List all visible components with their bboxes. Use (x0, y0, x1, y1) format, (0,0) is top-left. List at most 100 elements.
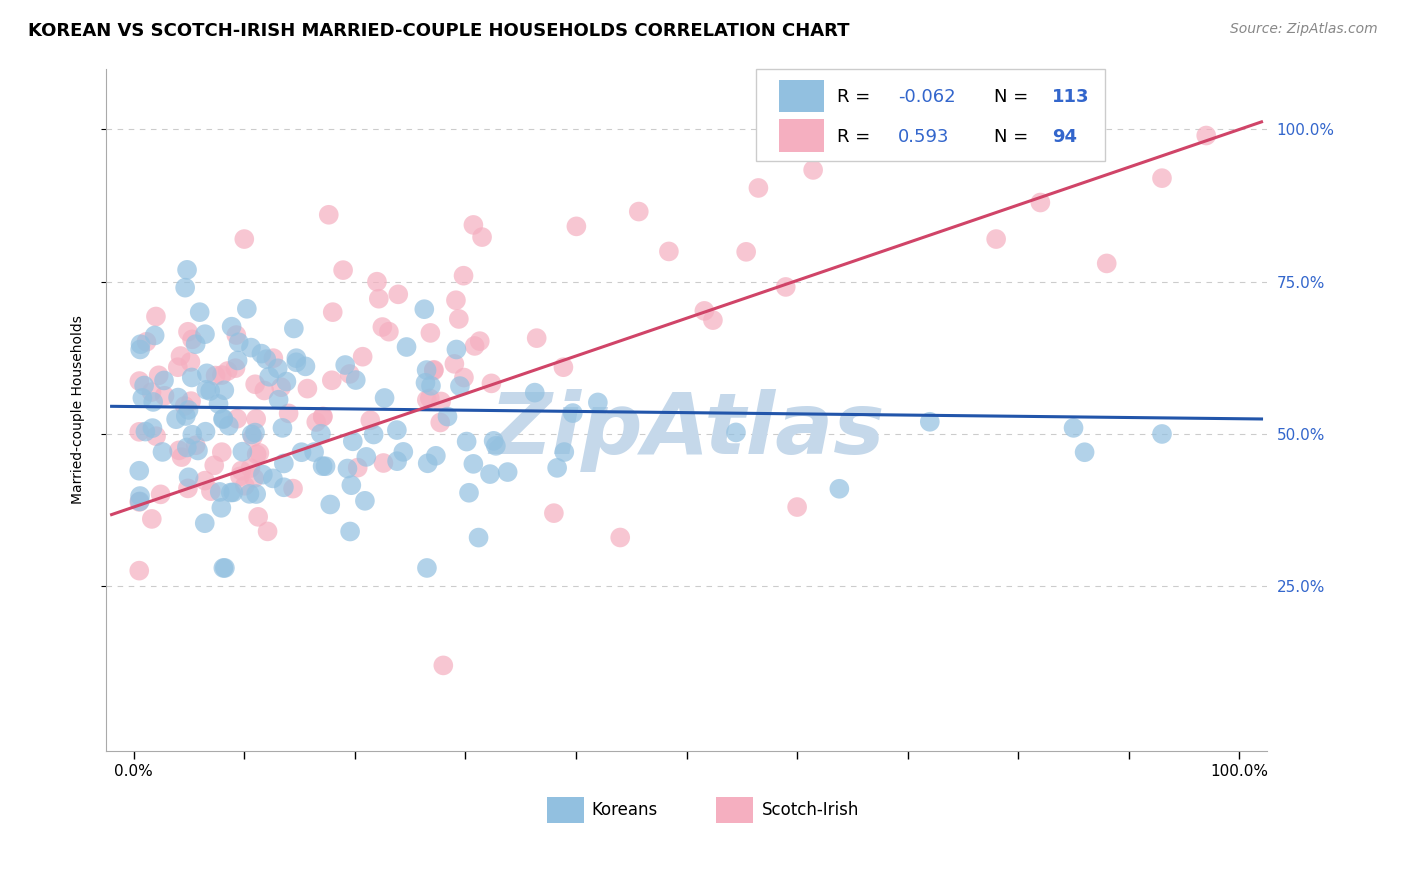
Point (200, 384, 222, 398)
Point (801, 163, 824, 178)
Point (195, 367, 218, 381)
Point (231, 464, 253, 478)
Text: -0.062: -0.062 (898, 88, 956, 106)
Point (246, 447, 269, 461)
Point (128, 564, 150, 578)
Point (257, 369, 280, 384)
Point (444, 293, 467, 308)
Point (239, 461, 262, 475)
Point (702, 313, 724, 327)
Point (586, 395, 609, 409)
Point (1029, 195, 1052, 210)
Point (218, 418, 240, 433)
Point (165, 412, 187, 426)
Point (318, 208, 340, 222)
Point (267, 392, 290, 407)
Point (128, 494, 150, 508)
Point (374, 391, 396, 405)
FancyBboxPatch shape (716, 797, 752, 823)
Point (415, 363, 437, 377)
Point (430, 394, 453, 409)
Point (176, 263, 198, 277)
Text: N =: N = (994, 128, 1035, 145)
Point (446, 343, 468, 357)
Point (735, 244, 758, 259)
Point (354, 493, 377, 508)
Point (344, 373, 367, 387)
Point (285, 351, 308, 366)
Point (395, 340, 418, 354)
Point (419, 326, 441, 340)
Point (226, 353, 249, 368)
Point (141, 421, 163, 435)
Point (1150, 171, 1173, 186)
Point (236, 301, 259, 316)
Point (332, 263, 354, 277)
Point (356, 450, 378, 464)
Point (207, 397, 229, 411)
Point (222, 485, 245, 500)
Point (128, 495, 150, 509)
Point (148, 368, 170, 383)
Point (311, 459, 333, 474)
Point (217, 364, 239, 378)
Point (167, 443, 190, 458)
Point (270, 380, 292, 394)
Point (553, 445, 575, 459)
Point (129, 343, 152, 357)
Point (131, 391, 153, 405)
Point (352, 350, 374, 364)
Point (221, 319, 243, 334)
Point (443, 357, 465, 371)
Point (458, 485, 481, 500)
Point (188, 305, 211, 319)
Point (1195, 128, 1218, 143)
Point (416, 456, 439, 470)
Point (385, 423, 408, 437)
Point (177, 325, 200, 339)
Point (775, 280, 797, 294)
Point (828, 482, 851, 496)
Point (918, 415, 941, 429)
Point (724, 425, 747, 440)
Point (209, 500, 232, 515)
Point (526, 331, 548, 345)
Point (693, 304, 716, 318)
Point (385, 454, 408, 468)
Point (167, 391, 190, 405)
Point (141, 385, 163, 400)
Point (238, 487, 260, 501)
Point (467, 531, 489, 545)
Point (312, 409, 335, 424)
Point (456, 434, 478, 449)
Point (247, 446, 270, 460)
Point (373, 456, 395, 470)
Point (453, 268, 475, 283)
Point (129, 489, 152, 503)
Point (378, 325, 401, 339)
Point (416, 392, 439, 407)
Point (416, 561, 439, 575)
Point (243, 377, 266, 392)
Point (225, 328, 247, 343)
Point (132, 378, 155, 392)
Point (464, 339, 486, 353)
Point (145, 429, 167, 443)
Point (485, 439, 508, 453)
Point (984, 232, 1007, 246)
Point (609, 531, 631, 545)
Point (226, 411, 249, 425)
Point (283, 321, 305, 335)
Point (262, 471, 284, 485)
Point (423, 363, 446, 377)
Point (145, 310, 167, 324)
Point (184, 337, 207, 351)
Point (245, 412, 267, 426)
Text: 113: 113 (1052, 88, 1090, 106)
Point (553, 360, 575, 375)
Point (471, 230, 494, 244)
Point (202, 458, 225, 473)
Point (523, 385, 546, 400)
FancyBboxPatch shape (779, 79, 824, 112)
Point (315, 459, 337, 474)
